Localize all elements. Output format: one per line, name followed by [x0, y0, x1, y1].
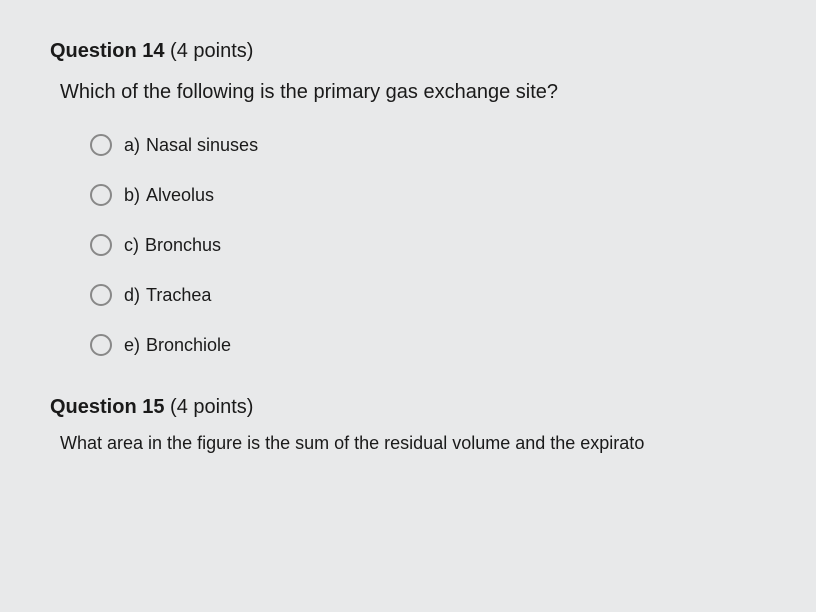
option-a-letter: a)	[124, 135, 140, 156]
question-14-text: Which of the following is the primary ga…	[60, 81, 766, 104]
option-e[interactable]: e) Bronchiole	[90, 334, 766, 356]
option-b[interactable]: b) Alveolus	[90, 184, 766, 206]
question-14-block: Question 14 (4 points) Which of the foll…	[50, 40, 766, 356]
option-c-text: Bronchus	[145, 235, 221, 256]
option-c[interactable]: c) Bronchus	[90, 234, 766, 256]
option-a[interactable]: a) Nasal sinuses	[90, 134, 766, 156]
question-15-header: Question 15 (4 points)	[50, 396, 766, 419]
option-a-text: Nasal sinuses	[146, 135, 258, 156]
radio-e[interactable]	[90, 334, 112, 356]
option-d[interactable]: d) Trachea	[90, 284, 766, 306]
question-15-text: What area in the figure is the sum of th…	[60, 433, 766, 454]
question-15-block: Question 15 (4 points) What area in the …	[50, 396, 766, 454]
question-15-points: (4 points)	[170, 396, 253, 418]
question-14-label: Question 14	[50, 40, 164, 62]
radio-d[interactable]	[90, 284, 112, 306]
radio-b[interactable]	[90, 184, 112, 206]
radio-a[interactable]	[90, 134, 112, 156]
option-d-text: Trachea	[146, 285, 211, 306]
option-c-letter: c)	[124, 235, 139, 256]
question-14-points: (4 points)	[170, 40, 253, 62]
question-15-label: Question 15	[50, 396, 164, 418]
option-b-letter: b)	[124, 185, 140, 206]
option-e-letter: e)	[124, 335, 140, 356]
question-14-options: a) Nasal sinuses b) Alveolus c) Bronchus…	[90, 134, 766, 356]
option-e-text: Bronchiole	[146, 335, 231, 356]
question-14-header: Question 14 (4 points)	[50, 40, 766, 63]
radio-c[interactable]	[90, 234, 112, 256]
option-d-letter: d)	[124, 285, 140, 306]
option-b-text: Alveolus	[146, 185, 214, 206]
